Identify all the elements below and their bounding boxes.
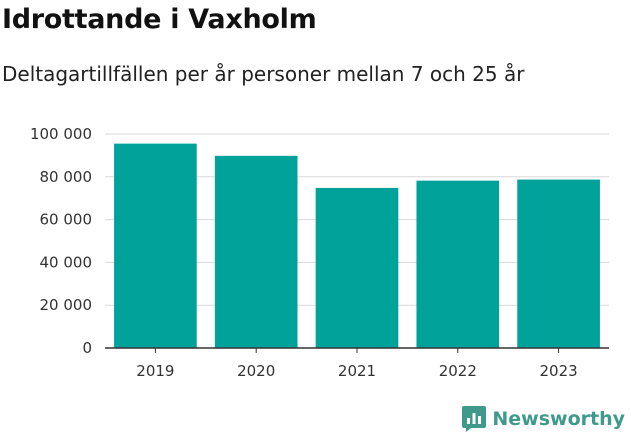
x-tick-label: 2023 — [540, 362, 578, 380]
x-tick-label: 2019 — [136, 362, 174, 380]
bars — [114, 143, 600, 348]
brand-name: Newsworthy — [492, 408, 625, 430]
y-tick-label: 60 000 — [40, 211, 93, 229]
newsworthy-logo-icon — [462, 406, 487, 432]
y-axis-ticks: 0 20 000 40 000 60 000 80 000 100 000 — [30, 125, 92, 357]
y-tick-label: 0 — [82, 339, 92, 357]
chart-subtitle: Deltagartillfällen per år personer mella… — [2, 62, 525, 86]
chart-title: Idrottande i Vaxholm — [2, 4, 317, 35]
x-tick-label: 2020 — [237, 362, 275, 380]
x-tick-label: 2022 — [439, 362, 477, 380]
bar-2019 — [114, 143, 197, 348]
bar-2021 — [315, 187, 399, 348]
bar-2022 — [416, 180, 500, 348]
y-tick-label: 40 000 — [40, 253, 93, 271]
x-axis-ticks: 2019 2020 2021 2022 2023 — [105, 347, 609, 380]
y-tick-label: 80 000 — [40, 168, 93, 186]
y-tick-label: 100 000 — [30, 125, 92, 143]
y-tick-label: 20 000 — [40, 296, 93, 314]
bar-chart: 0 20 000 40 000 60 000 80 000 100 000 2019 202… — [30, 125, 609, 380]
x-tick-label: 2021 — [338, 362, 376, 380]
bar-2020 — [214, 155, 298, 348]
bar-2023 — [517, 179, 600, 348]
brand-logo: Newsworthy — [462, 406, 625, 432]
